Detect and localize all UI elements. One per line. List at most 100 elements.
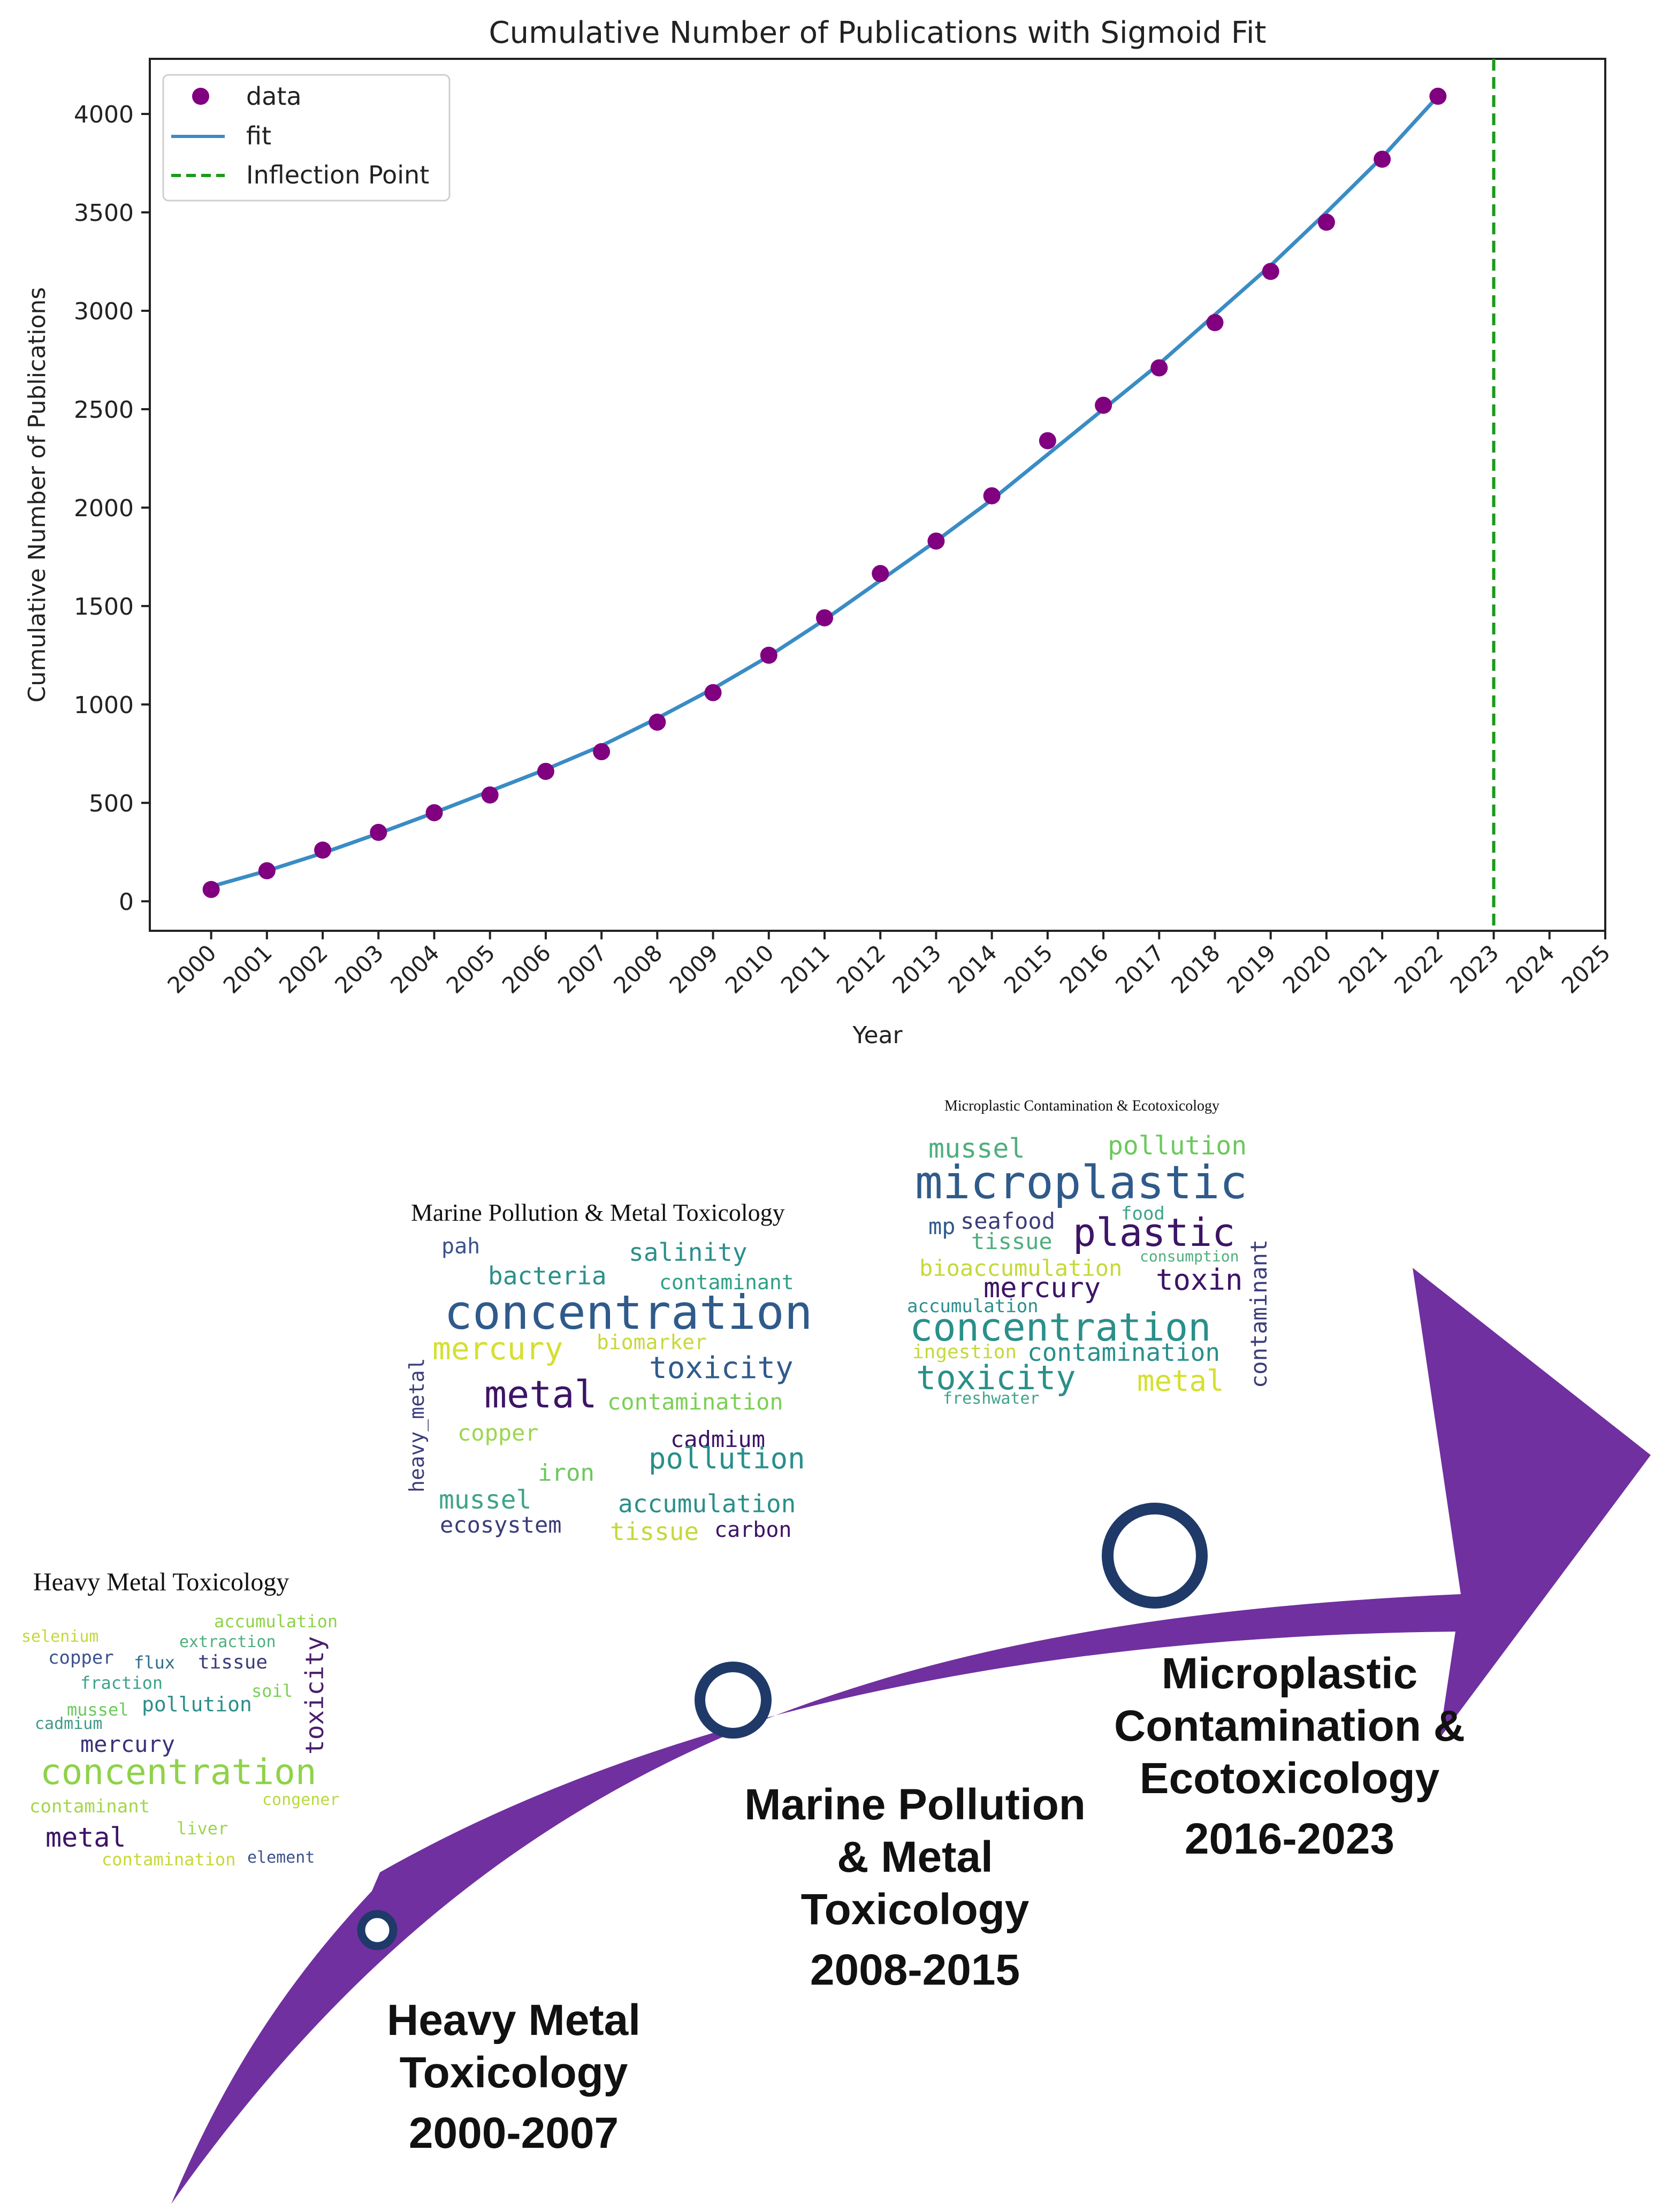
wordcloud-word: biomarker bbox=[597, 1330, 707, 1354]
stage-title-line: Marine Pollution bbox=[744, 1780, 1086, 1829]
data-point bbox=[1429, 87, 1447, 105]
data-point bbox=[537, 762, 554, 780]
wordcloud-word: pollution bbox=[1108, 1131, 1247, 1161]
wordcloud-word: contaminant bbox=[1246, 1239, 1272, 1388]
data-point bbox=[872, 565, 889, 583]
series-layer bbox=[202, 59, 1496, 931]
publications-chart: Cumulative Number of Publications with S… bbox=[24, 16, 1615, 1049]
timeline-node-2000 bbox=[357, 1910, 398, 1950]
wordcloud-word: tissue bbox=[198, 1651, 268, 1673]
y-tick-label: 3000 bbox=[74, 298, 134, 325]
data-point bbox=[593, 743, 611, 761]
wordcloud-word: bacteria bbox=[488, 1261, 607, 1290]
wordcloud-word: mussel bbox=[67, 1700, 129, 1720]
wordcloud-word: fraction bbox=[80, 1673, 163, 1693]
wordcloud-word: toxicity bbox=[916, 1358, 1076, 1397]
wordcloud-title: Heavy Metal Toxicology bbox=[33, 1568, 289, 1596]
wordcloud-word: concentration bbox=[40, 1751, 317, 1793]
stage-years: 2000-2007 bbox=[408, 2109, 619, 2157]
wordcloud-word: mercury bbox=[432, 1330, 563, 1367]
wordcloud-word: toxicity bbox=[300, 1636, 329, 1755]
data-point bbox=[202, 881, 220, 898]
data-point bbox=[983, 487, 1001, 504]
y-axis-ticks: 0 500 1000 1500 2000 2500 3000 3500 4000 bbox=[74, 101, 150, 916]
data-point bbox=[1206, 314, 1224, 332]
wordcloud-word: extraction bbox=[179, 1633, 276, 1651]
stage-years: 2016-2023 bbox=[1184, 1815, 1395, 1863]
stage-title-line: & Metal bbox=[837, 1833, 993, 1881]
stage-label-heavy-metal: Heavy Metal Toxicology 2000-2007 bbox=[300, 1994, 728, 2160]
wordcloud-word: pah bbox=[441, 1234, 481, 1259]
wordcloud-word: seafood bbox=[960, 1208, 1056, 1234]
y-tick-label: 4000 bbox=[74, 101, 134, 128]
stage-title-line: Ecotoxicology bbox=[1139, 1754, 1440, 1803]
data-point bbox=[649, 713, 666, 731]
wordcloud-title: Marine Pollution & Metal Toxicology bbox=[411, 1199, 785, 1226]
timeline-node-2016 bbox=[1102, 1503, 1208, 1609]
wordcloud-word: consumption bbox=[1140, 1247, 1239, 1265]
wordcloud-word: carbon bbox=[714, 1518, 792, 1542]
wordcloud-word: mussel bbox=[439, 1485, 532, 1515]
data-point bbox=[1374, 150, 1391, 168]
legend-box bbox=[162, 74, 451, 202]
wordcloud-word: plastic bbox=[1073, 1210, 1236, 1255]
stage-title-line: Contamination & bbox=[1114, 1702, 1465, 1750]
y-tick-label: 1500 bbox=[74, 593, 134, 621]
y-tick-label: 2500 bbox=[74, 396, 134, 424]
wordcloud-word: contaminant bbox=[659, 1270, 794, 1294]
wordcloud-word: element bbox=[247, 1848, 315, 1867]
wordcloud-word: contamination bbox=[607, 1389, 783, 1415]
data-point bbox=[258, 862, 276, 879]
wordcloud-word: congener bbox=[262, 1790, 340, 1809]
plot-frame bbox=[149, 58, 1606, 932]
wordcloud-word: salinity bbox=[629, 1238, 748, 1267]
data-point bbox=[1262, 263, 1279, 280]
data-point bbox=[314, 841, 332, 859]
data-point bbox=[927, 532, 945, 550]
y-axis-label: Cumulative Number of Publications bbox=[24, 287, 51, 703]
wordcloud-word: concentration bbox=[444, 1285, 813, 1340]
wordcloud-word: flux bbox=[134, 1652, 176, 1673]
wordcloud-word: toxin bbox=[1156, 1263, 1243, 1297]
wordcloud-word: cadmium bbox=[35, 1715, 103, 1733]
stage-title-line: Heavy Metal bbox=[386, 1996, 641, 2045]
y-tick-label: 1000 bbox=[74, 692, 134, 719]
wordcloud-word: contamination bbox=[102, 1849, 236, 1870]
wordcloud-word: contaminant bbox=[29, 1796, 150, 1817]
data-point bbox=[1095, 396, 1112, 414]
data-point bbox=[1150, 359, 1168, 377]
wordcloud-word: cadmium bbox=[670, 1426, 766, 1452]
wordcloud-word: copper bbox=[457, 1420, 539, 1446]
wordcloud-word: mercury bbox=[983, 1272, 1101, 1304]
wordcloud-word: iron bbox=[538, 1459, 594, 1487]
timeline-node-2008 bbox=[695, 1662, 772, 1739]
timeline-arrow bbox=[171, 1268, 1651, 2204]
wordcloud-word: ecosystem bbox=[440, 1512, 562, 1538]
wordcloud-word: pollution bbox=[142, 1693, 252, 1716]
data-point bbox=[760, 646, 777, 664]
legend-data-label: data bbox=[246, 82, 302, 111]
data-point bbox=[1039, 432, 1056, 449]
wordcloud-word: accumulation bbox=[214, 1611, 338, 1632]
stage-label-microplastic: Microplastic Contamination & Ecotoxicolo… bbox=[1049, 1648, 1530, 1866]
stage-title-line: Toxicology bbox=[399, 2048, 628, 2097]
wordcloud-word: accumulation bbox=[907, 1296, 1039, 1317]
wordcloud-word: ingestion bbox=[912, 1341, 1017, 1363]
legend-fit-label: fit bbox=[246, 121, 271, 150]
wordcloud-word: selenium bbox=[21, 1627, 99, 1646]
wordcloud-word: metal bbox=[1137, 1364, 1224, 1398]
wordcloud-word: mp bbox=[928, 1213, 956, 1239]
y-tick-label: 2000 bbox=[74, 495, 134, 522]
wordcloud-word: mercury bbox=[80, 1731, 176, 1757]
data-point bbox=[815, 609, 833, 626]
y-tick-label: 500 bbox=[89, 790, 134, 817]
y-tick-label: 3500 bbox=[74, 200, 134, 227]
wordcloud-word: food bbox=[1121, 1203, 1165, 1224]
wordcloud-word: soil bbox=[251, 1681, 293, 1701]
data-point bbox=[481, 786, 499, 804]
chart-legend: data fit Inflection Point bbox=[162, 74, 451, 202]
wordcloud-word: metal bbox=[45, 1822, 126, 1853]
data-point bbox=[370, 824, 387, 841]
stage-title-line: Microplastic bbox=[1161, 1649, 1418, 1698]
